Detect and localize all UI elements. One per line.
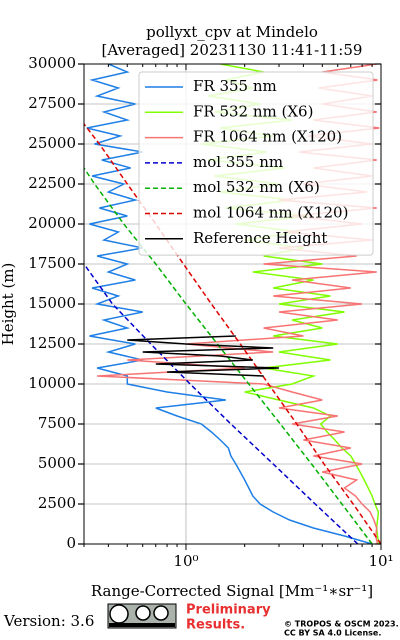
y-tick-label: 2500: [38, 494, 76, 512]
y-tick-label: 10000: [28, 374, 76, 392]
x-tick-label: 10¹: [368, 552, 393, 570]
legend-label: FR 355 nm: [193, 77, 277, 95]
y-tick-label: 12500: [28, 334, 76, 352]
cc-icon: [109, 604, 129, 624]
y-tick-label: 7500: [38, 414, 76, 432]
legend-label: mol 355 nm: [193, 153, 283, 171]
chart-subtitle: [Averaged] 20231130 11:41-11:59: [102, 41, 363, 59]
license-badge-strip: [109, 623, 175, 627]
legend-label: FR 1064 nm (X120): [193, 128, 342, 146]
profile-line: [86, 64, 373, 544]
y-tick-label: 15000: [28, 294, 76, 312]
y-axis-title: Height (m): [0, 263, 17, 346]
y-tick-label: 0: [66, 534, 76, 552]
footer: Version: 3.6 Preliminary Results. © TROP…: [3, 603, 399, 638]
notice-text: Results.: [186, 618, 245, 633]
legend-box: [138, 71, 374, 256]
profile-line: [84, 123, 381, 544]
y-tick-label: 17500: [28, 254, 76, 272]
profile-line: [84, 167, 373, 544]
y-tick-label: 5000: [38, 454, 76, 472]
legend-label: mol 532 nm (X6): [193, 178, 320, 196]
license-text: CC BY SA 4.0 License.: [284, 629, 381, 638]
version-text: Version: 3.6: [3, 612, 94, 630]
sa-icon: [153, 605, 169, 621]
copyright-text: © TROPOS & OSCM 2023.: [284, 620, 399, 629]
x-axis-title: Range-Corrected Signal [Mm⁻¹∗sr⁻¹]: [91, 582, 373, 600]
x-tick-label: 10⁰: [173, 552, 198, 570]
y-tick-label: 22500: [28, 174, 76, 192]
y-tick-label: 30000: [28, 54, 76, 72]
legend-label: Reference Height: [193, 229, 327, 247]
profile-line: [127, 335, 280, 377]
y-tick-label: 25000: [28, 134, 76, 152]
legend-label: FR 532 nm (X6): [193, 102, 313, 120]
y-tick-label: 20000: [28, 214, 76, 232]
legend-label: mol 1064 nm (X120): [193, 204, 348, 222]
chart-title: pollyxt_cpv at Mindelo: [146, 23, 318, 41]
y-tick-label: 27500: [28, 94, 76, 112]
notice-text: Preliminary: [186, 603, 271, 618]
profile-line: [84, 263, 359, 544]
by-icon: [135, 605, 151, 621]
